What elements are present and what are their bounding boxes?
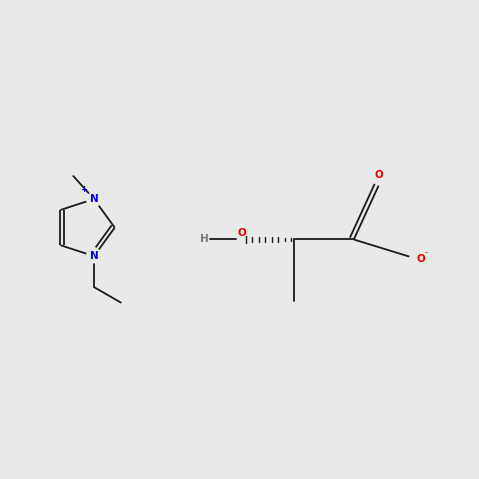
Text: H: H <box>200 235 208 244</box>
Text: N: N <box>90 194 98 204</box>
Text: N: N <box>90 251 98 261</box>
Text: O: O <box>417 253 425 263</box>
Text: O: O <box>238 228 247 238</box>
Text: +: + <box>80 185 87 194</box>
Text: O: O <box>374 170 383 180</box>
Text: -: - <box>424 248 428 257</box>
